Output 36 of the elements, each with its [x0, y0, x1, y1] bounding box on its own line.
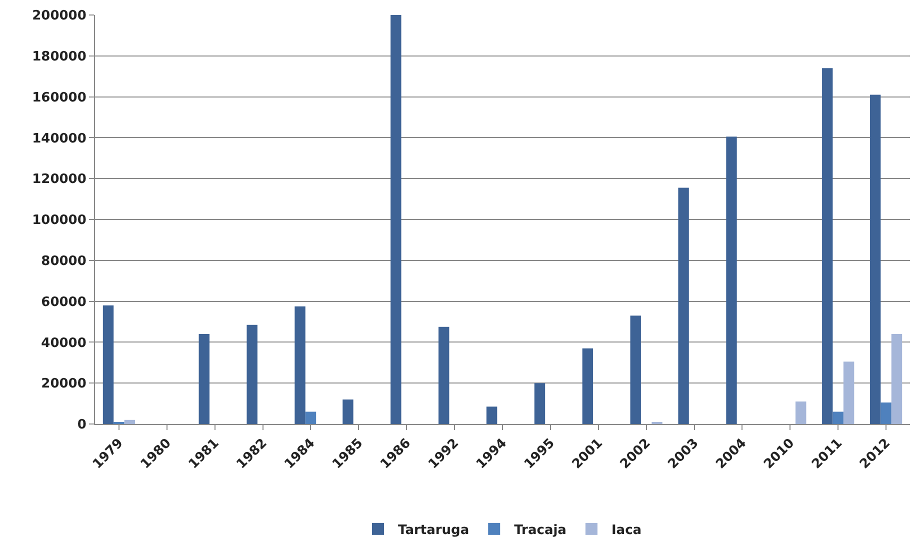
y-tick-label: 140000 [32, 131, 86, 146]
bar [534, 383, 546, 424]
y-tick-label: 0 [77, 418, 86, 433]
bar [870, 94, 881, 424]
bar [822, 68, 833, 424]
y-tick-label: 120000 [32, 172, 86, 188]
y-tick-label: 60000 [41, 294, 86, 310]
y-tick-label: 180000 [32, 49, 86, 64]
bar [102, 305, 114, 424]
legend-label: Tracaja [514, 523, 566, 538]
y-tick-label: 40000 [41, 336, 86, 351]
bar [630, 316, 641, 424]
bar [305, 412, 316, 424]
y-tick-label: 200000 [32, 8, 86, 24]
bar [832, 412, 844, 424]
bar [390, 15, 402, 424]
y-tick-label: 80000 [41, 254, 86, 269]
bar [726, 136, 737, 424]
bar [843, 362, 854, 424]
bar [678, 188, 689, 424]
bar [342, 399, 354, 424]
y-tick-label: 20000 [41, 376, 86, 392]
bar [246, 324, 258, 424]
bar [198, 334, 210, 424]
bar [124, 420, 136, 424]
y-tick-label: 160000 [32, 90, 86, 106]
y-tick-label: 100000 [32, 213, 86, 228]
bar [438, 326, 450, 424]
bar [582, 348, 594, 424]
bar [294, 306, 306, 424]
bar [891, 334, 902, 424]
legend-label: Tartaruga [398, 523, 470, 538]
legend-label: Iaca [611, 523, 642, 538]
bar [796, 402, 806, 424]
bar [486, 406, 498, 424]
bar [880, 402, 892, 424]
